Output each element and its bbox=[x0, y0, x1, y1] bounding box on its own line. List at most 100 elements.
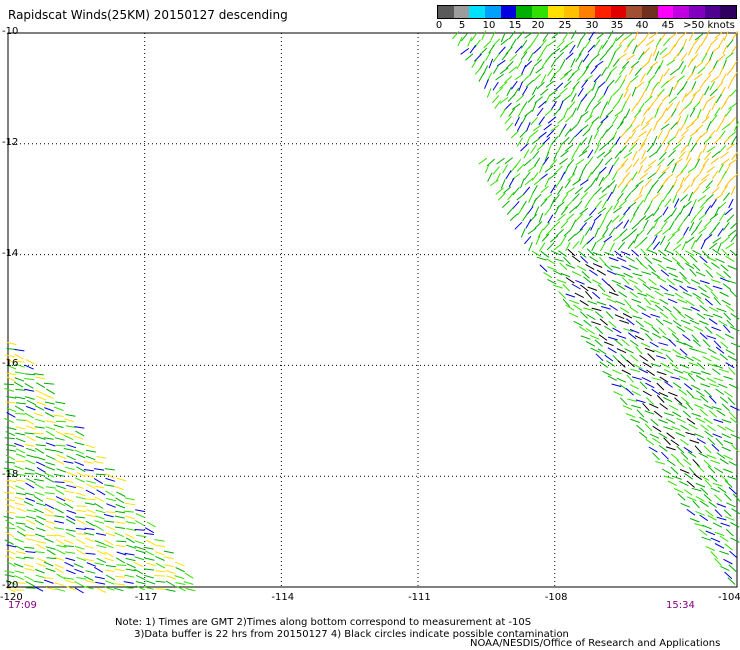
wind-vector bbox=[629, 291, 639, 299]
wind-vector bbox=[571, 68, 581, 76]
wind-vector bbox=[583, 215, 593, 223]
wind-vector bbox=[609, 66, 618, 74]
wind-vector bbox=[649, 341, 659, 348]
wind-vector bbox=[105, 574, 116, 581]
wind-vector bbox=[579, 235, 585, 245]
wind-vector bbox=[6, 449, 17, 452]
wind-vector bbox=[636, 39, 644, 48]
wind-vector bbox=[625, 93, 632, 103]
wind-vector bbox=[674, 212, 681, 222]
wind-vector bbox=[648, 403, 659, 409]
wind-vector bbox=[76, 556, 87, 562]
wind-vector bbox=[36, 395, 47, 401]
wind-vector bbox=[607, 95, 613, 105]
wind-vector bbox=[597, 207, 607, 215]
wind-vector bbox=[631, 184, 639, 193]
wind-vector bbox=[550, 101, 557, 111]
wind-vector bbox=[73, 563, 84, 568]
wind-vector bbox=[114, 515, 125, 519]
wind-vector bbox=[671, 426, 681, 431]
wind-vector bbox=[631, 222, 640, 230]
wind-vector bbox=[726, 66, 734, 76]
wind-vector bbox=[505, 122, 514, 131]
wind-vector bbox=[630, 354, 639, 362]
wind-vector bbox=[649, 433, 660, 439]
wind-vector bbox=[53, 473, 64, 477]
wind-vector bbox=[723, 440, 734, 445]
wind-vector bbox=[627, 38, 635, 47]
wind-vector bbox=[690, 279, 701, 285]
wind-vector bbox=[691, 356, 702, 362]
wind-vector bbox=[35, 436, 46, 440]
wind-vector bbox=[580, 335, 591, 340]
wind-vector bbox=[35, 543, 46, 550]
wind-vector bbox=[694, 33, 704, 41]
wind-vector bbox=[653, 93, 661, 103]
wind-vector bbox=[689, 107, 696, 118]
wind-vector bbox=[701, 52, 708, 63]
wind-vector bbox=[502, 164, 509, 174]
wind-vector bbox=[530, 116, 538, 126]
wind-vector bbox=[581, 240, 590, 249]
wind-vector bbox=[550, 184, 557, 194]
wind-vector bbox=[654, 290, 664, 297]
wind-vector bbox=[569, 206, 578, 214]
wind-vector bbox=[673, 51, 681, 60]
wind-vector bbox=[504, 75, 513, 84]
wind-vector bbox=[629, 213, 636, 223]
wind-vector bbox=[569, 87, 576, 97]
wind-vector bbox=[496, 157, 505, 165]
wind-vector bbox=[663, 369, 674, 375]
wind-vector bbox=[604, 354, 614, 362]
wind-vector bbox=[658, 419, 668, 424]
wind-vector bbox=[524, 177, 534, 186]
wind-vector bbox=[15, 582, 26, 584]
wind-vector bbox=[639, 262, 649, 270]
wind-vector bbox=[550, 58, 557, 68]
wind-vector bbox=[26, 478, 36, 484]
legend-label: 35 bbox=[610, 20, 624, 31]
wind-vector bbox=[725, 349, 735, 355]
wind-vector bbox=[594, 339, 603, 347]
wind-vector bbox=[729, 550, 738, 559]
wind-vector bbox=[675, 355, 686, 360]
wind-vector bbox=[510, 80, 518, 90]
wind-vector bbox=[86, 483, 96, 490]
wind-vector bbox=[94, 468, 105, 471]
wind-vector bbox=[508, 66, 518, 74]
wind-vector bbox=[617, 93, 624, 103]
wind-vector bbox=[560, 235, 567, 245]
wind-vector bbox=[653, 410, 663, 418]
wind-vector bbox=[539, 264, 548, 272]
wind-vector bbox=[4, 491, 15, 494]
wind-vector bbox=[687, 58, 694, 68]
wind-vector bbox=[66, 509, 77, 514]
wind-vector bbox=[708, 51, 714, 62]
wind-vector bbox=[699, 79, 707, 89]
wind-vector bbox=[683, 172, 691, 182]
wind-vector bbox=[724, 426, 735, 433]
wind-vector bbox=[728, 198, 734, 209]
wind-vector bbox=[143, 532, 154, 535]
wind-vector bbox=[715, 258, 725, 264]
wind-vector bbox=[594, 186, 603, 195]
wind-vector bbox=[560, 220, 569, 229]
wind-vector bbox=[656, 355, 666, 360]
wind-vector bbox=[713, 418, 724, 423]
wind-vector bbox=[496, 59, 506, 67]
wind-vector bbox=[565, 114, 574, 123]
wind-vector bbox=[535, 235, 541, 245]
wind-vector bbox=[514, 45, 523, 54]
wind-vector bbox=[717, 383, 728, 389]
wind-vector bbox=[559, 87, 568, 95]
wind-vector bbox=[644, 256, 653, 264]
wind-vector bbox=[599, 318, 609, 326]
wind-vector bbox=[596, 136, 603, 147]
wind-vector bbox=[673, 488, 684, 494]
wind-vector bbox=[585, 60, 593, 69]
wind-vector bbox=[34, 491, 45, 496]
wind-vector bbox=[601, 67, 608, 77]
wind-vector bbox=[76, 519, 86, 525]
wind-vector bbox=[632, 206, 640, 216]
wind-vector bbox=[679, 176, 685, 187]
